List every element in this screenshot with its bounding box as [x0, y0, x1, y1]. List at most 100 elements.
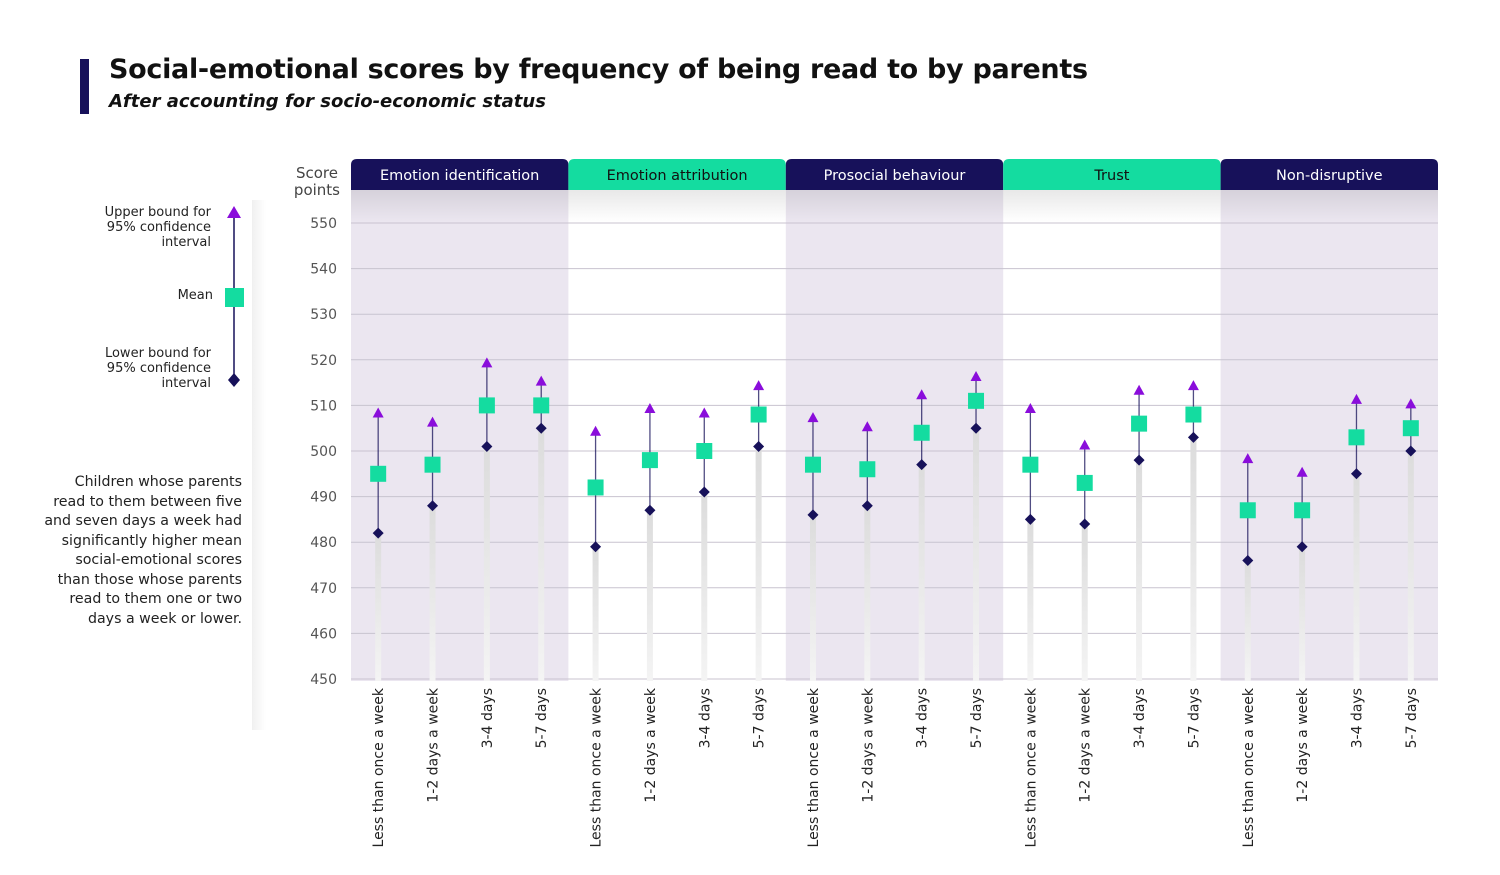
legend-lower-label-2: 95% confidence [107, 361, 211, 376]
panel-top-fade [1003, 190, 1221, 222]
drop-stem [592, 546, 599, 681]
chart-title: Social-emotional scores by frequency of … [109, 54, 1088, 85]
upper-bound-marker [1296, 466, 1308, 477]
legend-key: Upper bound for 95% confidence interval … [105, 205, 244, 391]
y-axis-label-line2: points [294, 181, 340, 199]
upper-bound-marker [372, 407, 384, 418]
upper-bound-marker [861, 421, 873, 432]
x-category-label: 5-7 days [534, 688, 550, 748]
chart-note: Children whose parents read to them betw… [44, 474, 242, 627]
legend-upper-marker [227, 206, 241, 218]
lower-bound-marker [1187, 431, 1199, 443]
lower-bound-marker [590, 541, 602, 553]
upper-bound-marker [427, 416, 439, 427]
upper-bound-marker [535, 375, 547, 386]
mean-marker [804, 456, 821, 473]
x-category-label: 1-2 days a week [643, 687, 659, 803]
upper-bound-marker [970, 371, 982, 382]
upper-bound-marker [1405, 398, 1417, 409]
y-tick-label: 520 [310, 353, 337, 369]
drop-stem [1027, 519, 1034, 681]
drop-stem [375, 533, 382, 681]
y-tick-label: 500 [310, 444, 337, 460]
drop-stem [1407, 451, 1414, 681]
drop-stem [1299, 546, 1306, 681]
panel-header [568, 159, 786, 190]
upper-bound-marker [644, 402, 656, 413]
mean-marker [696, 443, 713, 459]
x-category-label: 3-4 days [697, 688, 713, 748]
mean-marker [1076, 474, 1093, 491]
legend-upper-label-1: Upper bound for [105, 205, 212, 220]
upper-bound-marker [807, 412, 819, 423]
upper-bound-marker [753, 380, 765, 391]
legend-upper-label-3: interval [161, 235, 211, 250]
x-category-label: 3-4 days [1132, 688, 1148, 748]
drop-stem [429, 505, 436, 681]
upper-bound-marker [1350, 393, 1362, 404]
lower-bound-marker [535, 422, 547, 434]
mean-marker [1185, 406, 1202, 423]
drop-stem [973, 428, 980, 681]
drop-stem [701, 492, 708, 681]
panel-header-label: Emotion identification [380, 168, 539, 184]
drop-stem [1353, 473, 1360, 681]
lower-bound-marker [1133, 454, 1145, 466]
lower-bound-marker [1242, 554, 1254, 566]
panel-top-fade [568, 190, 786, 222]
x-category-label: 1-2 days a week [1295, 687, 1311, 803]
mean-marker [968, 392, 985, 409]
mean-marker [424, 456, 441, 473]
chart-subtitle: After accounting for socio-economic stat… [109, 91, 546, 112]
mean-marker [1022, 456, 1039, 473]
panel-header [351, 159, 569, 190]
panel-header [1220, 159, 1438, 190]
mean-marker [1402, 420, 1419, 437]
y-tick-label: 550 [310, 216, 337, 232]
lower-bound-marker [753, 440, 765, 452]
mean-marker [1131, 415, 1148, 432]
panel-header-label: Prosocial behaviour [824, 168, 966, 184]
mean-marker [1294, 502, 1311, 519]
x-category-label: Less than once a week [1241, 687, 1257, 847]
panel-background [351, 190, 569, 681]
mean-marker [750, 406, 767, 423]
x-category-label: 1-2 days a week [1078, 687, 1094, 803]
x-category-label: 5-7 days [1186, 688, 1202, 748]
mean-marker [641, 452, 658, 469]
lower-bound-marker [1296, 541, 1308, 553]
panel-header-label: Emotion attribution [607, 168, 748, 184]
x-category-label: 3-4 days [1349, 688, 1365, 748]
legend-divider-shadow [252, 200, 266, 730]
mean-marker [370, 465, 387, 482]
panel-background [1220, 190, 1438, 681]
lower-bound-marker [698, 486, 710, 498]
legend-mean-label: Mean [178, 288, 213, 303]
upper-bound-marker [1024, 402, 1036, 413]
lower-bound-marker [427, 500, 439, 512]
y-tick-label: 460 [310, 626, 337, 642]
x-category-label: Less than once a week [371, 687, 387, 847]
legend-upper-label-2: 95% confidence [107, 220, 211, 235]
title-accent-bar [80, 59, 89, 114]
y-tick-label: 510 [310, 398, 337, 414]
panel-header-label: Non-disruptive [1276, 168, 1383, 184]
drop-stem [1081, 523, 1088, 681]
panel-header [785, 159, 1004, 190]
drop-stem [864, 505, 871, 681]
lower-bound-marker [1024, 513, 1036, 525]
lower-bound-marker [1350, 468, 1362, 480]
mean-marker [859, 461, 876, 478]
panel-background [785, 190, 1004, 681]
mean-marker [533, 397, 550, 414]
x-category-label: 5-7 days [969, 688, 985, 748]
drop-stem [538, 428, 545, 681]
upper-bound-marker [916, 389, 928, 400]
panel-top-fade [1220, 190, 1438, 222]
panel-header-label: Trust [1093, 168, 1129, 184]
y-tick-label: 450 [310, 672, 337, 688]
drop-stem [1244, 560, 1251, 681]
upper-bound-marker [590, 425, 602, 436]
x-category-label: 5-7 days [1404, 688, 1420, 748]
lower-bound-marker [970, 422, 982, 434]
